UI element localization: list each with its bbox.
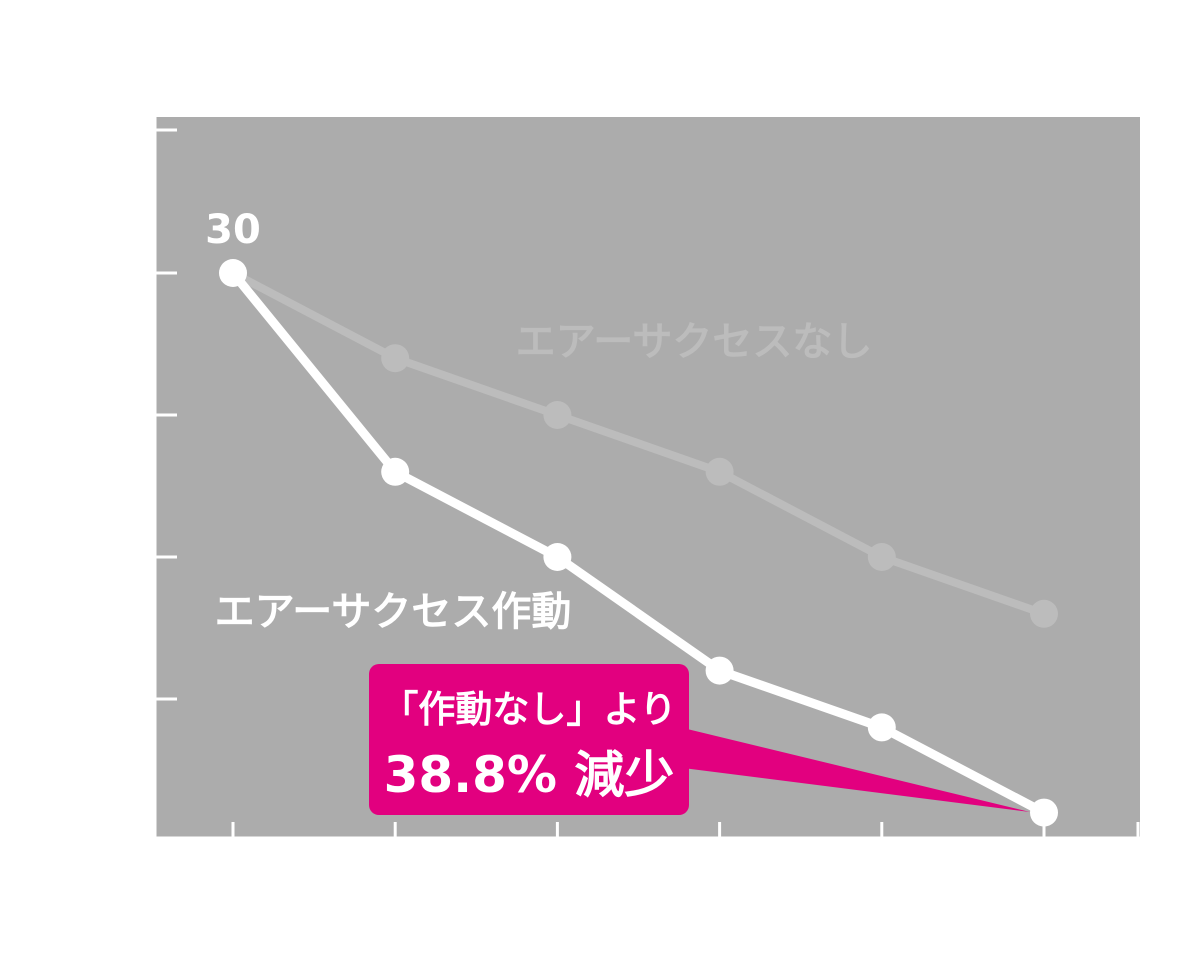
x-axis-ticks <box>231 822 1140 838</box>
data-point <box>867 543 896 571</box>
data-point <box>543 401 572 429</box>
series-line <box>228 268 1049 818</box>
series-line <box>229 269 1048 618</box>
callout-line-2: 38.8% 減少 <box>384 746 675 804</box>
y-axis-ticks <box>155 128 177 843</box>
start-value-label: 30 <box>205 207 261 253</box>
series-with-air-success <box>219 259 1058 827</box>
series-label-with: エアーサクセス作動 <box>215 589 572 635</box>
callout-box <box>369 664 689 815</box>
callout-line-1: 「作動なし」より <box>381 688 676 731</box>
data-point <box>381 457 410 486</box>
reduction-callout: 「作動なし」より 38.8% 減少 <box>369 664 1030 815</box>
data-point <box>705 457 734 486</box>
data-point <box>867 713 896 742</box>
series-label-without: エアーサクセスなし <box>516 319 873 365</box>
data-point <box>543 543 572 571</box>
data-point <box>1030 798 1058 827</box>
data-point <box>705 656 734 685</box>
data-point <box>1030 599 1058 628</box>
callout-pointer <box>683 728 1030 812</box>
data-point <box>219 259 247 287</box>
data-point <box>381 344 410 373</box>
